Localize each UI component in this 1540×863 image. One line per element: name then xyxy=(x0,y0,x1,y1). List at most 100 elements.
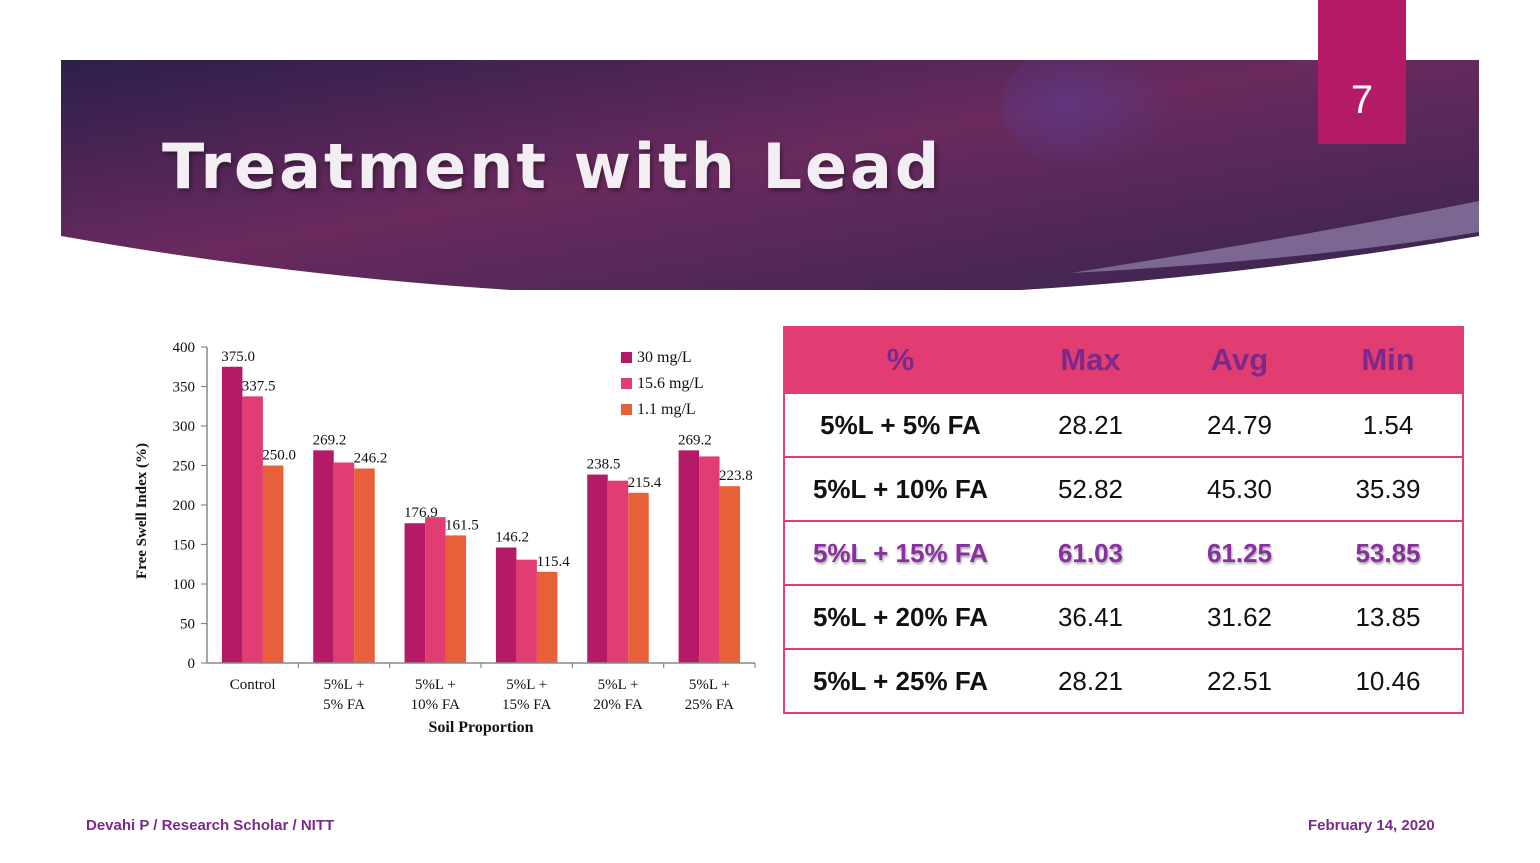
bar xyxy=(404,523,426,663)
max-cell: 52.82 xyxy=(1016,456,1165,521)
data-label: 269.2 xyxy=(678,432,712,448)
bar xyxy=(678,450,700,663)
row-label: 5%L + 20% FA xyxy=(784,584,1016,649)
data-labels: 375.0 337.5 250.0 269.2 246.2 176.9 161.5 146.2… xyxy=(221,349,752,570)
max-cell: 28.21 xyxy=(1016,648,1165,713)
slide-title: Treatment with Lead xyxy=(162,130,943,203)
data-label: 269.2 xyxy=(313,432,347,448)
bar xyxy=(313,450,334,663)
table-row: 5%L + 20% FA 36.41 31.62 13.85 xyxy=(784,584,1463,649)
min-cell: 1.54 xyxy=(1314,392,1463,457)
bar xyxy=(587,474,608,663)
y-tick-label: 200 xyxy=(173,498,196,514)
data-label: 337.5 xyxy=(242,378,276,394)
x-tick-label: Control xyxy=(230,677,276,693)
bar xyxy=(607,480,629,663)
bar xyxy=(425,517,446,663)
x-tick-label: 20% FA xyxy=(593,697,642,713)
row-label: 5%L + 25% FA xyxy=(784,648,1016,713)
min-cell: 10.46 xyxy=(1314,648,1463,713)
max-cell: 28.21 xyxy=(1016,392,1165,457)
avg-cell: 31.62 xyxy=(1165,584,1314,649)
min-cell: 35.39 xyxy=(1314,456,1463,521)
bar xyxy=(333,462,355,663)
summary-table: % Max Avg Min 5%L + 5% FA 28.21 24.79 1.… xyxy=(783,326,1464,714)
y-tick-label: 100 xyxy=(173,577,196,593)
avg-cell: 45.30 xyxy=(1165,456,1314,521)
y-tick-label: 400 xyxy=(173,340,196,356)
bars xyxy=(221,366,741,663)
table-row: 5%L + 25% FA 28.21 22.51 10.46 xyxy=(784,648,1463,713)
x-tick-label: 5%L + xyxy=(506,677,547,693)
y-tick-label: 250 xyxy=(173,459,196,475)
slide-number: 7 xyxy=(1350,78,1374,122)
free-swell-index-chart: 0 50 100 150 200 250 300 350 400 375.0 337.5 250.0… xyxy=(134,340,756,736)
table-row: 5%L + 10% FA 52.82 45.30 35.39 xyxy=(784,456,1463,521)
row-label: 5%L + 10% FA xyxy=(784,456,1016,521)
avg-cell: 22.51 xyxy=(1165,648,1314,713)
y-tick-label: 150 xyxy=(173,538,196,554)
x-tick-label: 15% FA xyxy=(502,697,551,713)
table-header-row: % Max Avg Min xyxy=(784,327,1463,393)
x-tick-label: 5%L + xyxy=(415,677,456,693)
max-cell: 61.03 xyxy=(1016,520,1165,585)
title-banner xyxy=(61,60,1479,290)
data-label: 250.0 xyxy=(262,448,296,464)
avg-cell: 61.25 xyxy=(1165,520,1314,585)
x-axis-ticks: Control 5%L + 5% FA 5%L + 10% FA 5%L + 15% FA 5… xyxy=(230,663,756,713)
data-label: 246.2 xyxy=(354,451,388,467)
data-label: 215.4 xyxy=(628,475,662,491)
legend-swatch xyxy=(621,378,632,389)
bar xyxy=(242,396,263,663)
data-label: 238.5 xyxy=(587,457,621,473)
y-axis-ticks: 0 50 100 150 200 250 300 350 400 xyxy=(173,340,207,672)
data-label: 375.0 xyxy=(221,349,255,365)
x-tick-label: 5% FA xyxy=(323,697,365,713)
bar xyxy=(536,571,558,663)
min-cell: 13.85 xyxy=(1314,584,1463,649)
legend-label: 15.6 mg/L xyxy=(637,375,704,392)
bar xyxy=(628,492,649,663)
y-axis-label: Free Swell Index (%) xyxy=(134,443,150,579)
min-cell: 53.85 xyxy=(1314,520,1463,585)
x-tick-label: 5%L + xyxy=(324,677,365,693)
x-tick-label: 25% FA xyxy=(685,697,734,713)
table-row-highlighted: 5%L + 15% FA 61.03 61.25 53.85 xyxy=(784,520,1463,585)
header-avg: Avg xyxy=(1165,327,1314,393)
footer-date: February 14, 2020 xyxy=(1308,817,1435,834)
y-tick-label: 350 xyxy=(173,380,196,396)
bar xyxy=(262,465,284,663)
x-tick-label: 10% FA xyxy=(411,697,460,713)
header-min: Min xyxy=(1314,327,1463,393)
slide-number-badge: 7 xyxy=(1318,0,1406,144)
bar xyxy=(699,456,720,663)
bar xyxy=(221,366,243,663)
max-cell: 36.41 xyxy=(1016,584,1165,649)
bar xyxy=(495,547,517,663)
bar xyxy=(354,468,375,663)
legend-swatch xyxy=(621,404,632,415)
data-label: 223.8 xyxy=(719,468,753,484)
footer-author: Devahi P / Research Scholar / NITT xyxy=(86,817,335,834)
table-row: 5%L + 5% FA 28.21 24.79 1.54 xyxy=(784,392,1463,457)
data-label: 146.2 xyxy=(495,530,529,546)
header-percent: % xyxy=(784,327,1016,393)
row-label: 5%L + 5% FA xyxy=(784,392,1016,457)
x-axis-label: Soil Proportion xyxy=(428,719,533,736)
row-label: 5%L + 15% FA xyxy=(784,520,1016,585)
y-tick-label: 0 xyxy=(188,656,196,672)
data-label: 115.4 xyxy=(537,554,571,570)
avg-cell: 24.79 xyxy=(1165,392,1314,457)
x-tick-label: 5%L + xyxy=(689,677,730,693)
legend-label: 1.1 mg/L xyxy=(637,401,696,418)
bar xyxy=(445,535,467,663)
bar xyxy=(516,559,537,663)
y-tick-label: 50 xyxy=(180,617,195,633)
chart-legend: 30 mg/L 15.6 mg/L 1.1 mg/L xyxy=(621,349,704,418)
legend-swatch xyxy=(621,352,632,363)
data-label: 176.9 xyxy=(404,505,438,521)
header-max: Max xyxy=(1016,327,1165,393)
x-tick-label: 5%L + xyxy=(598,677,639,693)
legend-label: 30 mg/L xyxy=(637,349,692,366)
bar xyxy=(719,486,741,663)
